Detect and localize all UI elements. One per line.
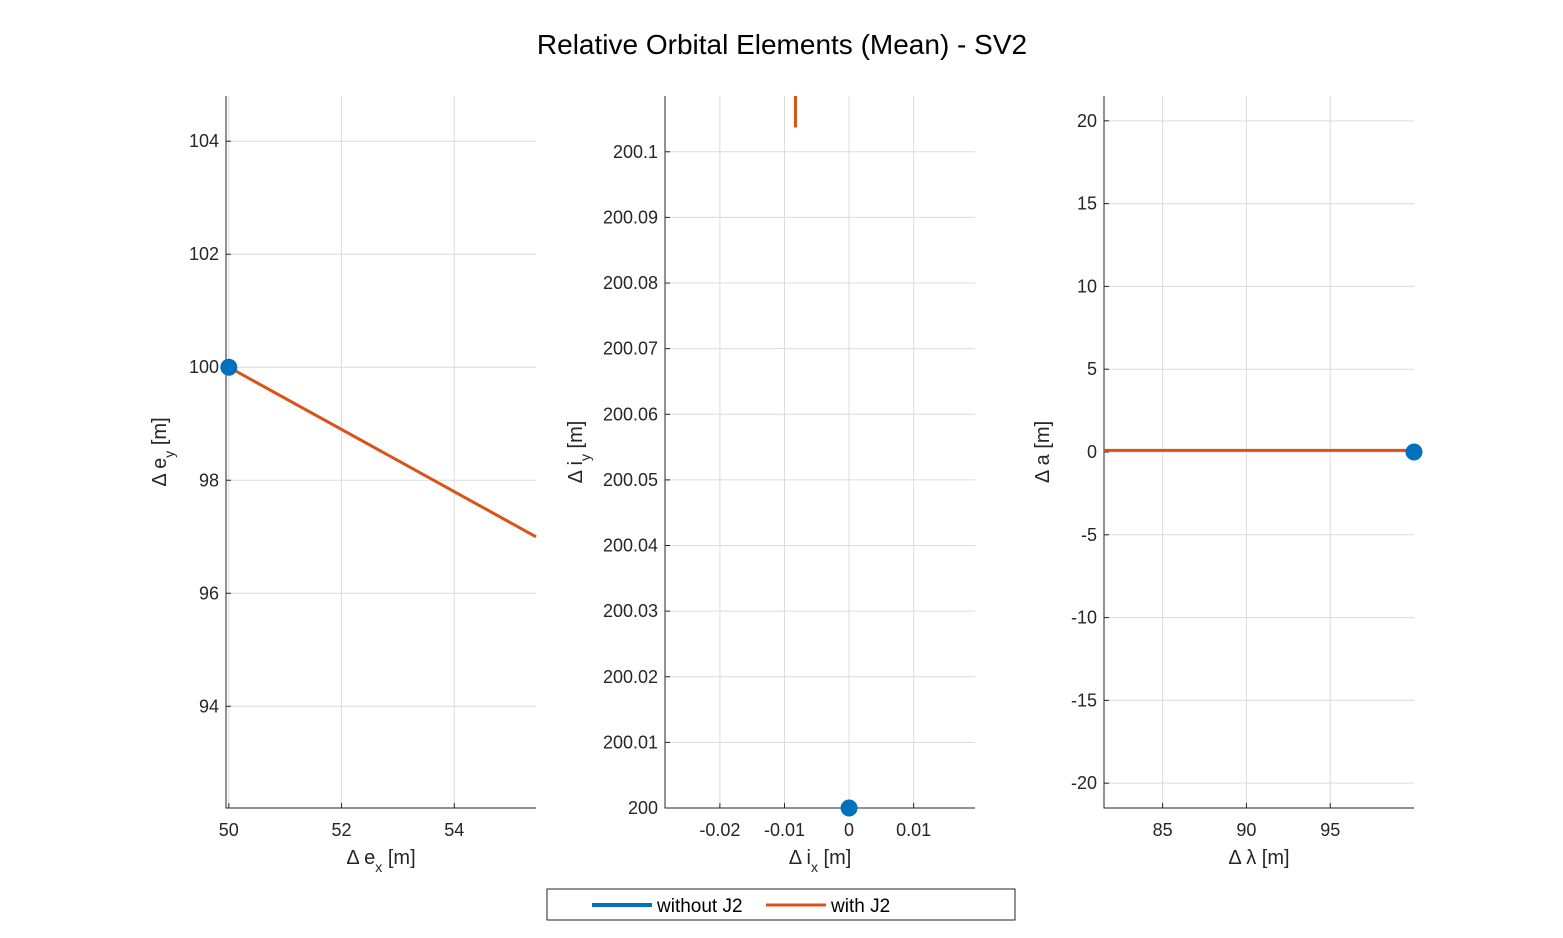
axes-frame (664, 96, 975, 809)
y-tick-label: 102 (189, 244, 219, 264)
series-marker-without-j2 (220, 358, 238, 376)
y-tick-label: 100 (189, 357, 219, 377)
y-tick-label: 96 (199, 583, 219, 603)
subplot-1: 50 52 54 94 96 98 100 102 104 Δ ex [m] Δ ey [m] (149, 96, 537, 875)
y-tick-label: -10 (1071, 608, 1097, 628)
axes-frame (225, 96, 536, 809)
x-tick-label: 52 (332, 820, 352, 840)
x-tick-label: 0.01 (896, 820, 931, 840)
y-tick-label: 104 (189, 131, 219, 151)
y-axis-label: Δ iy [m] (565, 421, 593, 484)
y-tick-label: 200.03 (603, 601, 658, 621)
y-tick-label: 200.08 (603, 273, 658, 293)
y-tick-label: 200.06 (603, 404, 658, 424)
axes-frame (1103, 96, 1414, 809)
x-axis-label: Δ ix [m] (789, 847, 852, 875)
x-tick-label: 0 (844, 820, 854, 840)
y-axis-label: Δ a [m] (1032, 421, 1054, 483)
x-axis-label: Δ λ [m] (1228, 847, 1289, 869)
x-tick-label: 50 (219, 820, 239, 840)
series-marker-without-j2 (840, 799, 858, 817)
y-tick-label: 200.07 (603, 339, 658, 359)
y-tick-label: -20 (1071, 773, 1097, 793)
x-tick-label: -0.02 (699, 820, 740, 840)
y-tick-label: 15 (1077, 194, 1097, 214)
y-tick-label: 0 (1087, 442, 1097, 462)
y-tick-label: 5 (1087, 359, 1097, 379)
legend: without J2 with J2 (546, 888, 1016, 921)
y-tick-label: 200 (628, 798, 658, 818)
y-tick-label: 20 (1077, 111, 1097, 131)
y-tick-label: 94 (199, 696, 219, 716)
y-tick-label: 200.02 (603, 667, 658, 687)
y-tick-label: 200.09 (603, 207, 658, 227)
x-tick-label: 85 (1153, 820, 1173, 840)
y-axis-label: Δ ey [m] (149, 417, 177, 486)
series-line-with-j2 (228, 365, 537, 539)
y-tick-label: 200.05 (603, 470, 658, 490)
x-tick-label: -0.01 (764, 820, 805, 840)
legend-label-with-j2: with J2 (830, 896, 890, 917)
figure-title: Relative Orbital Elements (Mean) - SV2 (537, 29, 1027, 60)
x-axis-label: Δ ex [m] (346, 847, 415, 875)
x-tick-label: 54 (444, 820, 464, 840)
y-tick-label: 10 (1077, 276, 1097, 296)
subplot-2: -0.02 -0.01 0 0.01 200 200.01 200.02 200.03 200.… (565, 96, 975, 875)
y-tick-label: 200.1 (613, 142, 658, 162)
y-tick-label: 98 (199, 470, 219, 490)
x-tick-label: 95 (1320, 820, 1340, 840)
legend-label-without-j2: without J2 (656, 896, 743, 917)
series-marker-without-j2 (1405, 443, 1423, 461)
subplot-3: 85 90 95 -20 -15 -10 -5 0 5 10 15 20 Δ λ [m] Δ a [m] (1032, 96, 1423, 869)
y-tick-label: 200.01 (603, 732, 658, 752)
x-tick-label: 90 (1236, 820, 1256, 840)
y-tick-label: -5 (1081, 525, 1097, 545)
y-tick-label: 200.04 (603, 536, 658, 556)
y-tick-label: -15 (1071, 690, 1097, 710)
